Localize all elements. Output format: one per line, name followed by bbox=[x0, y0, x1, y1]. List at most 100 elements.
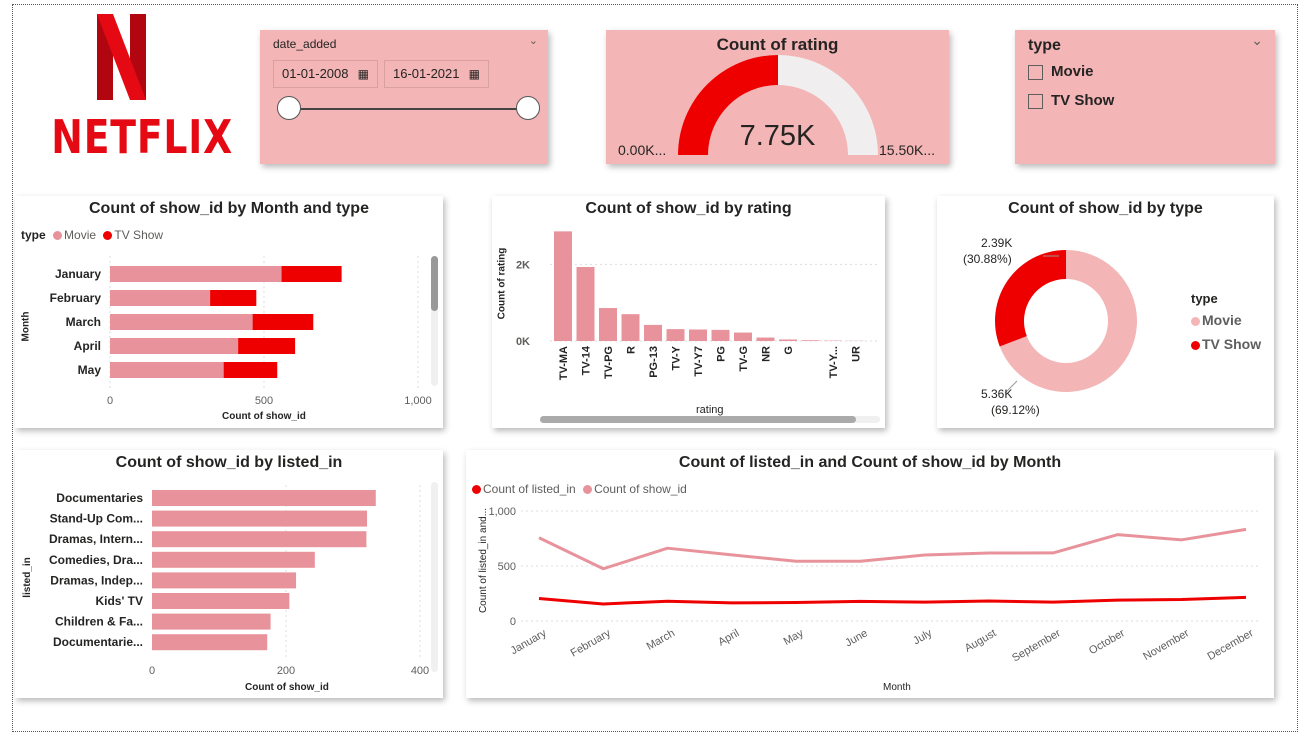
tvshow-value-label: 2.39K bbox=[981, 236, 1013, 250]
scrollbar-thumb[interactable] bbox=[540, 416, 856, 423]
type-option-movie[interactable]: Movie bbox=[1028, 63, 1094, 80]
gauge-chart bbox=[678, 55, 878, 155]
y-category-label: Dramas, Intern... bbox=[49, 532, 143, 546]
bar bbox=[152, 613, 271, 630]
netflix-logo: NETFLIX bbox=[36, 10, 232, 170]
listed-in-chart-card: Count of show_id by listed_in 0 200 400 Doc… bbox=[15, 450, 443, 698]
x-category-label: TV-14 bbox=[581, 345, 593, 375]
legend-label: Count of show_id bbox=[594, 482, 687, 496]
y-category-label: Children & Fa... bbox=[55, 615, 143, 629]
range-slider-end-handle[interactable] bbox=[516, 96, 540, 120]
legend-dot-movie bbox=[53, 231, 63, 241]
y-tick-label: 500 bbox=[498, 561, 516, 573]
type-option-label: Movie bbox=[1051, 63, 1094, 80]
x-axis-title: Month bbox=[883, 682, 911, 693]
bar bbox=[756, 337, 775, 341]
legend-title: type bbox=[21, 228, 46, 242]
x-category-label: G bbox=[783, 346, 795, 355]
legend-dot-movie bbox=[1191, 316, 1200, 326]
x-tick-label: 1,000 bbox=[404, 395, 432, 407]
x-axis-title: Count of show_id bbox=[222, 411, 306, 422]
y-tick-label: 2K bbox=[516, 259, 530, 271]
gauge-value: 7.75K bbox=[739, 120, 816, 152]
calendar-icon[interactable]: ▦ bbox=[468, 67, 480, 81]
checkbox[interactable] bbox=[1028, 64, 1043, 80]
y-axis-title: Count of listed_in and... bbox=[478, 507, 490, 614]
y-category-label: April bbox=[74, 339, 101, 353]
chart-title: Count of listed_in and Count of show_id … bbox=[678, 454, 1062, 471]
scrollbar[interactable] bbox=[431, 482, 438, 672]
y-category-label: February bbox=[50, 291, 102, 305]
bar bbox=[152, 634, 268, 651]
x-category-label: June bbox=[843, 627, 870, 649]
y-tick-label: 0 bbox=[510, 616, 516, 628]
x-category-label: TV-G bbox=[738, 346, 750, 372]
end-date-input[interactable]: 16-01-2021 ▦ bbox=[384, 60, 489, 88]
end-date-value: 16-01-2021 bbox=[393, 66, 460, 81]
bar-movie bbox=[110, 362, 224, 378]
x-category-label: May bbox=[782, 627, 806, 648]
x-axis-title: Count of show_id bbox=[245, 682, 329, 693]
x-tick-label: 500 bbox=[255, 395, 273, 407]
range-slider-start-handle[interactable] bbox=[277, 96, 301, 120]
calendar-icon[interactable]: ▦ bbox=[357, 67, 369, 81]
gauge-fill bbox=[678, 55, 778, 155]
y-category-label: Documentarie... bbox=[53, 635, 143, 649]
bar bbox=[666, 329, 685, 341]
x-category-label: February bbox=[569, 627, 614, 660]
x-category-label: NR bbox=[761, 346, 773, 362]
date-slicer[interactable]: date_added ⌄ 01-01-2008 ▦ 16-01-2021 ▦ bbox=[260, 30, 548, 164]
horizontal-scrollbar[interactable] bbox=[540, 416, 880, 423]
chevron-down-icon[interactable]: ⌄ bbox=[528, 35, 538, 47]
range-slider-track[interactable] bbox=[289, 108, 529, 110]
bar bbox=[734, 332, 752, 341]
rating-chart-card: Count of show_id by rating 0K 2K TV-MA TV-1… bbox=[492, 196, 885, 428]
legend-label: Count of listed_in bbox=[483, 482, 576, 496]
gauge-title: Count of rating bbox=[716, 35, 839, 54]
type-slicer[interactable]: type ⌄ Movie TV Show bbox=[1015, 30, 1275, 164]
type-option-tvshow[interactable]: TV Show bbox=[1028, 92, 1114, 109]
x-tick-label: 400 bbox=[411, 665, 429, 677]
movie-percent-label: (69.12%) bbox=[991, 403, 1040, 417]
bar-tvshow bbox=[238, 338, 296, 354]
chevron-down-icon[interactable]: ⌄ bbox=[1251, 32, 1263, 48]
bar-tvshow bbox=[281, 266, 342, 282]
checkbox[interactable] bbox=[1028, 93, 1043, 109]
chart-title: Count of show_id by type bbox=[1008, 200, 1203, 217]
y-category-label: Kids' TV bbox=[95, 594, 143, 608]
x-category-label: January bbox=[509, 627, 549, 657]
y-category-label: May bbox=[78, 363, 102, 377]
y-axis-title: listed_in bbox=[21, 557, 33, 598]
start-date-value: 01-01-2008 bbox=[282, 66, 349, 81]
line-series-listed-in bbox=[538, 595, 1247, 606]
chart-title: Count of show_id by listed_in bbox=[115, 454, 343, 471]
x-category-label: March bbox=[645, 627, 677, 653]
bar bbox=[644, 324, 662, 341]
bar-tvshow bbox=[210, 290, 257, 306]
bar-movie bbox=[110, 266, 282, 282]
y-category-label: January bbox=[55, 267, 101, 281]
y-category-label: March bbox=[66, 315, 101, 329]
legend-item-tvshow: TV Show bbox=[1191, 336, 1261, 352]
y-axis-title: Month bbox=[20, 311, 32, 342]
netflix-n-icon bbox=[97, 14, 146, 100]
x-category-label: TV-Y... bbox=[828, 346, 840, 378]
leader-line bbox=[1004, 380, 1018, 394]
x-tick-label: 0 bbox=[107, 395, 113, 407]
month-line-chart-card: Count of listed_in and Count of show_id … bbox=[466, 450, 1274, 698]
legend-dot-tvshow bbox=[103, 231, 113, 241]
x-category-label: UR bbox=[851, 346, 863, 362]
x-category-label: TV-MA bbox=[558, 346, 570, 380]
bar bbox=[152, 490, 376, 506]
legend-label: Movie bbox=[64, 228, 97, 242]
scrollbar-thumb[interactable] bbox=[431, 256, 438, 311]
stacked-bar-plot: 0 500 1,000 January February March April May bbox=[50, 256, 432, 407]
bar bbox=[576, 267, 595, 341]
legend-dot-tvshow bbox=[1191, 340, 1200, 350]
legend-label: TV Show bbox=[1202, 336, 1262, 352]
y-category-label: Comedies, Dra... bbox=[49, 553, 143, 567]
scrollbar[interactable] bbox=[431, 256, 438, 386]
x-category-label: November bbox=[1141, 627, 1191, 663]
y-axis-title: Count of rating bbox=[496, 247, 508, 320]
start-date-input[interactable]: 01-01-2008 ▦ bbox=[273, 60, 378, 88]
